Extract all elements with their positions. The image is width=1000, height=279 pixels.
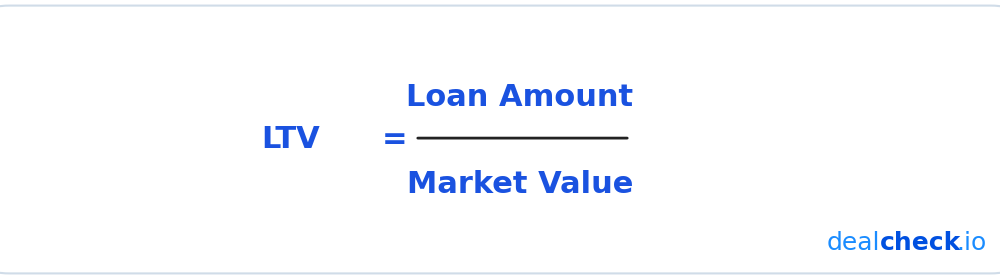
Text: check: check bbox=[880, 231, 961, 255]
Text: =: = bbox=[382, 125, 408, 154]
Text: Market Value: Market Value bbox=[407, 170, 633, 199]
Text: Loan Amount: Loan Amount bbox=[406, 83, 634, 112]
Text: deal: deal bbox=[826, 231, 880, 255]
Text: LTV: LTV bbox=[261, 125, 320, 154]
Text: .io: .io bbox=[956, 231, 986, 255]
